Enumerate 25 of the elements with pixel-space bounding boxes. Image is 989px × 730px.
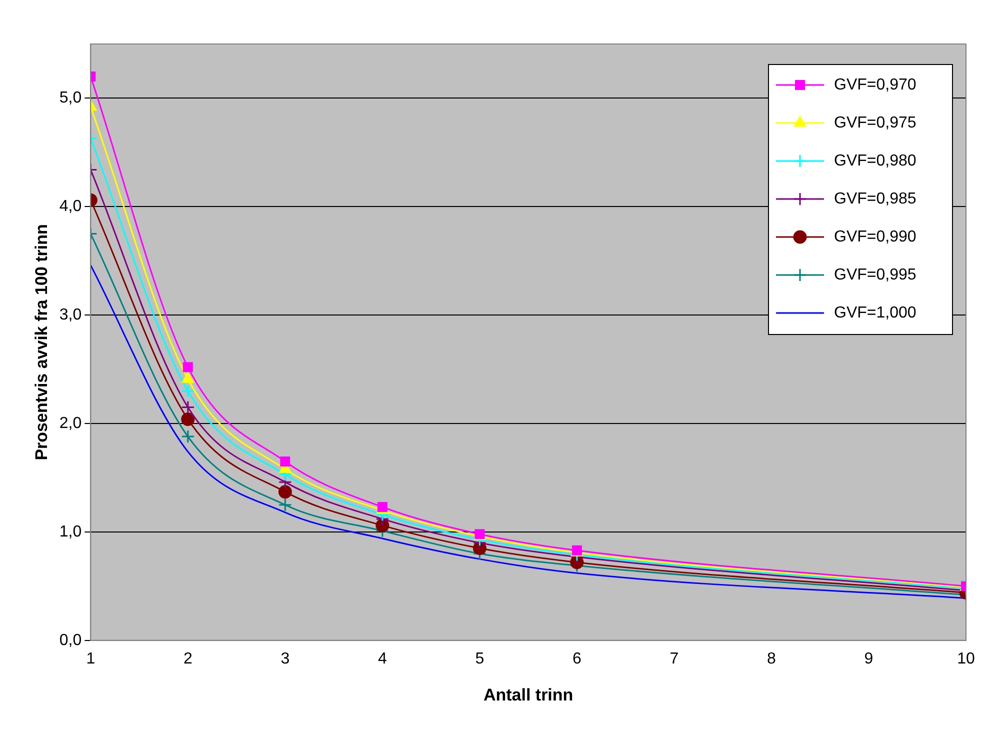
y-tick-label: 4,0 — [59, 198, 82, 216]
x-tick-label: 1 — [86, 650, 96, 668]
x-tick-label: 6 — [572, 650, 582, 668]
y-tick-label: 2,0 — [59, 414, 82, 432]
legend-label: GVF=0,970 — [834, 76, 916, 94]
x-tick-label: 2 — [183, 650, 192, 668]
x-tick-label: 10 — [957, 650, 975, 668]
y-tick-label: 5,0 — [59, 90, 82, 107]
x-tick-label: 5 — [475, 650, 484, 668]
legend-label: GVF=0,995 — [834, 266, 916, 284]
x-tick-label: 8 — [767, 650, 776, 668]
x-tick-label: 4 — [378, 650, 387, 668]
y-tick-label: 3,0 — [59, 306, 82, 324]
y-tick-label: 1,0 — [59, 523, 82, 540]
legend-label: GVF=0,980 — [834, 152, 916, 170]
x-tick-label: 9 — [864, 650, 874, 668]
x-axis-title: Antall trinn — [483, 685, 574, 704]
y-axis-title: Prosentvis avvik fra 100 trinn — [32, 224, 51, 460]
legend-label: GVF=1,000 — [834, 304, 916, 322]
y-tick-label: 0,0 — [59, 632, 82, 649]
x-tick-label: 7 — [670, 650, 679, 668]
x-tick-label: 3 — [280, 650, 290, 668]
legend-label: GVF=0,985 — [834, 190, 916, 208]
legend-label: GVF=0,975 — [834, 114, 916, 132]
legend-label: GVF=0,990 — [834, 228, 916, 246]
